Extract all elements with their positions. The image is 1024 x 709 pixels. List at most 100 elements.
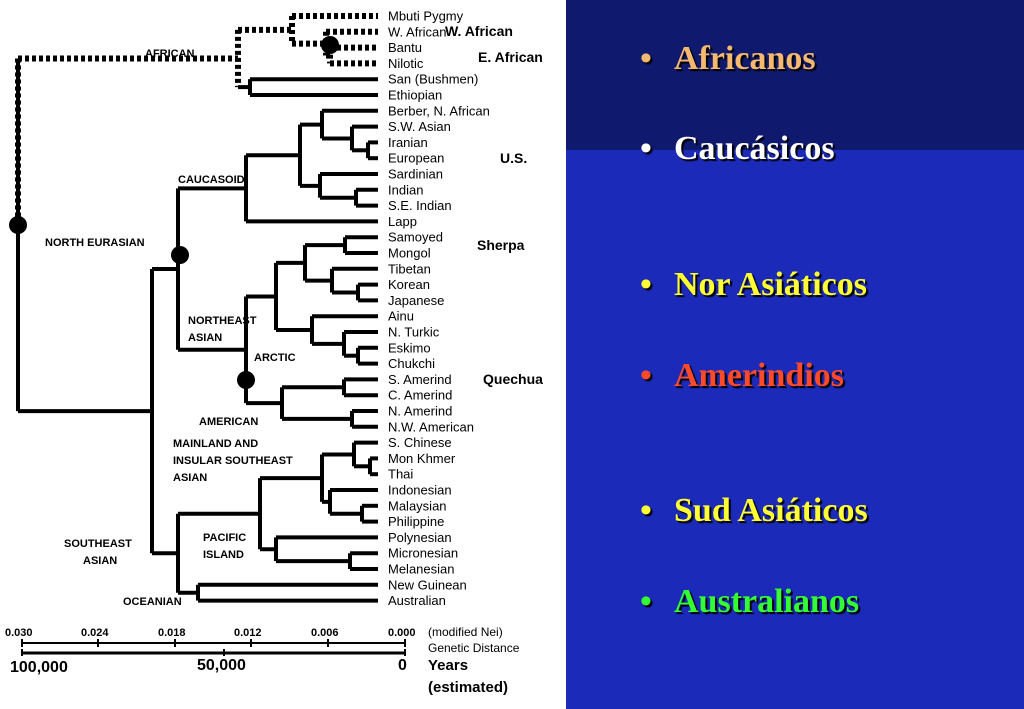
distance-tick-label: 0.006 bbox=[311, 627, 339, 639]
phylogenetic-tree-panel: Mbuti Pygmy W. African Bantu Nilotic San (Bu… bbox=[5, 8, 544, 697]
bullet-text-africanos: Africanos bbox=[674, 40, 816, 77]
leaf-label-mon-khmer: Mon Khmer bbox=[388, 451, 456, 466]
bullet-dot: • bbox=[640, 130, 652, 167]
bullet-text-nor-asiaticos: Nor Asiáticos bbox=[674, 266, 867, 303]
population-label-sherpa: Sherpa bbox=[477, 237, 525, 253]
bullet-text-australianos: Australianos bbox=[674, 583, 860, 620]
leaf-label-s-amerind: S. Amerind bbox=[388, 372, 452, 387]
group-label-mainland: MAINLAND AND bbox=[173, 438, 258, 450]
distance-axis-label: Genetic Distance bbox=[428, 641, 520, 655]
years-tick-label-0: 0 bbox=[398, 657, 407, 674]
tree-nodes bbox=[9, 36, 339, 389]
leaf-label-tibetan: Tibetan bbox=[388, 261, 431, 276]
leaf-label-new-guinean: New Guinean bbox=[388, 577, 467, 592]
bullet-dot: • bbox=[640, 492, 652, 529]
group-label-insular-southeast: INSULAR SOUTHEAST bbox=[173, 455, 293, 467]
leaf-label-eskimo: Eskimo bbox=[388, 340, 431, 355]
distance-tick-label: 0.000 bbox=[388, 627, 416, 639]
leaf-label-polynesian: Polynesian bbox=[388, 530, 452, 545]
bullet-item-africanos: • Africanos bbox=[640, 40, 816, 78]
group-label-north-eurasian: NORTH EURASIAN bbox=[45, 237, 145, 249]
distance-axis: 0.030 0.024 0.018 0.012 0.006 0.000 (modified… bbox=[5, 625, 520, 655]
leaf-label-melanesian: Melanesian bbox=[388, 562, 455, 577]
group-label-northeast: NORTHEAST bbox=[188, 315, 257, 327]
bullet-dot: • bbox=[640, 357, 652, 394]
leaf-label-iranian: Iranian bbox=[388, 135, 428, 150]
leaf-label-nilotic: Nilotic bbox=[388, 56, 424, 71]
leaf-label-ainu: Ainu bbox=[388, 309, 414, 324]
distance-tick-label: 0.030 bbox=[5, 627, 33, 639]
leaf-label-c-amerind: C. Amerind bbox=[388, 388, 452, 403]
leaf-label-indonesian: Indonesian bbox=[388, 483, 452, 498]
population-label-us: U.S. bbox=[500, 150, 527, 166]
bullet-dot: • bbox=[640, 266, 652, 303]
leaf-label-mongol: Mongol bbox=[388, 246, 431, 261]
years-tick-label-100000: 100,000 bbox=[10, 659, 68, 676]
group-label-oceanian: OCEANIAN bbox=[123, 596, 182, 608]
tree-node-dot bbox=[237, 371, 255, 389]
group-label-african: AFRICAN bbox=[145, 48, 195, 60]
population-label-w-african: W. African bbox=[445, 23, 513, 39]
leaf-label-s-w-asian: S.W. Asian bbox=[388, 119, 451, 134]
distance-axis-ticks: 0.030 0.024 0.018 0.012 0.006 0.000 bbox=[5, 627, 416, 647]
group-label-arctic: ARCTIC bbox=[254, 352, 296, 364]
leaf-label-japanese: Japanese bbox=[388, 293, 444, 308]
leaf-label-korean: Korean bbox=[388, 277, 430, 292]
leaf-label-samoyed: Samoyed bbox=[388, 230, 443, 245]
leaf-label-malaysian: Malaysian bbox=[388, 498, 447, 513]
group-label-island: ISLAND bbox=[203, 549, 244, 561]
bullet-item-nor-asiaticos: • Nor Asiáticos bbox=[640, 266, 867, 304]
leaf-label-s-chinese: S. Chinese bbox=[388, 435, 452, 450]
leaf-label-bantu: Bantu bbox=[388, 40, 422, 55]
leaf-label-berber-n-african: Berber, N. African bbox=[388, 103, 490, 118]
leaf-label-chukchi: Chukchi bbox=[388, 356, 435, 371]
bullet-dot: • bbox=[640, 40, 652, 77]
leaf-label-sardinian: Sardinian bbox=[388, 167, 443, 182]
tree-branches bbox=[15, 13, 378, 603]
group-label-caucasoid: CAUCASOID bbox=[178, 174, 245, 186]
years-axis-label: Years bbox=[428, 657, 468, 674]
bullet-item-australianos: • Australianos bbox=[640, 583, 859, 621]
leaf-label-european: European bbox=[388, 151, 444, 166]
tree-node-dot bbox=[9, 216, 27, 234]
group-label-northeast-asian: ASIAN bbox=[188, 332, 222, 344]
tree-node-dot bbox=[321, 36, 339, 54]
leaf-label-lapp: Lapp bbox=[388, 214, 417, 229]
distance-tick-label: 0.018 bbox=[158, 627, 186, 639]
years-tick-label-50000: 50,000 bbox=[197, 657, 246, 674]
slide-bullet-panel: • Africanos • Caucásicos • Nor Asiáticos • A… bbox=[566, 0, 1024, 709]
leaf-label-australian: Australian bbox=[388, 593, 446, 608]
bullet-item-sud-asiaticos: • Sud Asiáticos bbox=[640, 492, 868, 530]
leaf-label-mbuti-pygmy: Mbuti Pygmy bbox=[388, 9, 464, 24]
leaf-label-ethiopian: Ethiopian bbox=[388, 88, 442, 103]
leaf-label-thai: Thai bbox=[388, 467, 413, 482]
group-label-southeast: SOUTHEAST bbox=[64, 538, 132, 550]
group-label-american: AMERICAN bbox=[199, 416, 258, 428]
leaf-label-philippine: Philippine bbox=[388, 514, 444, 529]
bullet-text-amerindios: Amerindios bbox=[674, 357, 844, 394]
bullet-item-amerindios: • Amerindios bbox=[640, 357, 844, 395]
leaf-label-micronesian: Micronesian bbox=[388, 546, 458, 561]
leaf-label-n-turkic: N. Turkic bbox=[388, 325, 440, 340]
tree-node-dot bbox=[171, 246, 189, 264]
bullet-text-caucasicos: Caucásicos bbox=[674, 130, 835, 167]
leaf-label-n-amerind: N. Amerind bbox=[388, 404, 452, 419]
years-axis: 100,000 50,000 0 Years (estimated) bbox=[10, 649, 508, 696]
group-label-southeast-asian: ASIAN bbox=[83, 555, 117, 567]
leaf-label-n-w-american: N.W. American bbox=[388, 419, 474, 434]
distance-tick-label: 0.012 bbox=[234, 627, 262, 639]
bullet-dot: • bbox=[640, 583, 652, 620]
population-label-quechua: Quechua bbox=[483, 371, 543, 387]
distance-axis-note: (modified Nei) bbox=[428, 625, 503, 639]
leaf-label-w-african: W. African bbox=[388, 24, 447, 39]
group-label-pacific: PACIFIC bbox=[203, 532, 246, 544]
leaf-label-san-bushmen: San (Bushmen) bbox=[388, 72, 478, 87]
bullet-text-sud-asiaticos: Sud Asiáticos bbox=[674, 492, 868, 529]
population-label-e-african: E. African bbox=[478, 49, 543, 65]
leaf-label-indian: Indian bbox=[388, 182, 423, 197]
leaf-label-s-e-indian: S.E. Indian bbox=[388, 198, 452, 213]
years-axis-sublabel: (estimated) bbox=[428, 679, 508, 696]
bullet-item-caucasicos: • Caucásicos bbox=[640, 130, 835, 168]
